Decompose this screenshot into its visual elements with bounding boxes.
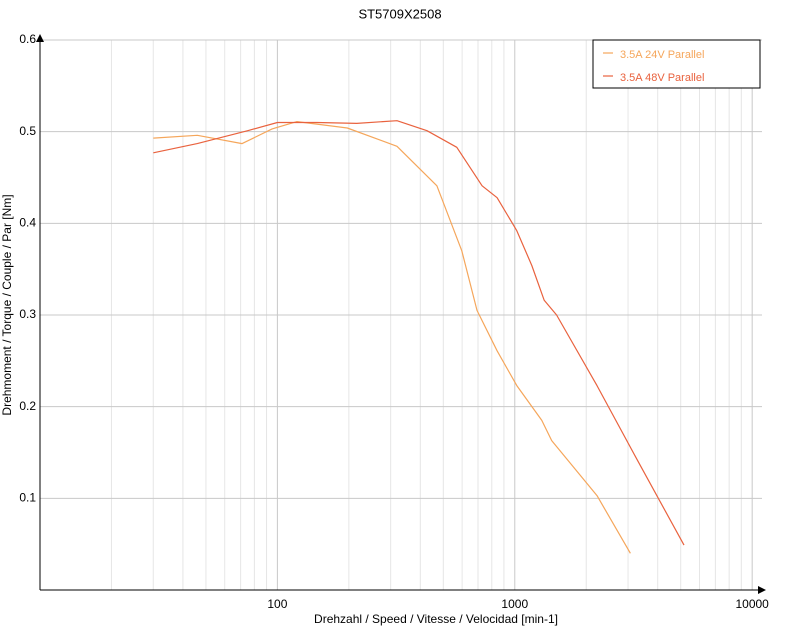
y-tick-label: 0.3 xyxy=(19,307,36,321)
chart-title: ST5709X2508 xyxy=(358,6,441,21)
x-tick-label: 1000 xyxy=(501,597,528,611)
x-tick-label: 10000 xyxy=(735,597,769,611)
x-tick-label: 100 xyxy=(267,597,287,611)
plot-area xyxy=(153,120,685,554)
legend-label: 3.5A 24V Parallel xyxy=(620,49,704,61)
y-tick-label: 0.5 xyxy=(19,124,36,138)
legend-label: 3.5A 48V Parallel xyxy=(620,72,704,84)
x-axis-arrow xyxy=(758,586,766,594)
legend-box xyxy=(592,39,761,89)
y-tick-label: 0.2 xyxy=(19,399,36,413)
y-tick-label: 0.4 xyxy=(19,216,36,230)
grid xyxy=(40,39,762,590)
y-axis-arrow xyxy=(36,34,44,42)
series-line xyxy=(153,121,631,554)
x-axis-label: Drehzahl / Speed / Vitesse / Velocidad [… xyxy=(314,612,558,626)
y-tick-label: 0.1 xyxy=(19,491,36,505)
y-tick-label: 0.6 xyxy=(19,32,36,46)
y-axis-label: Drehmoment / Torque / Couple / Par [Nm] xyxy=(0,194,14,415)
series-line xyxy=(153,120,685,546)
